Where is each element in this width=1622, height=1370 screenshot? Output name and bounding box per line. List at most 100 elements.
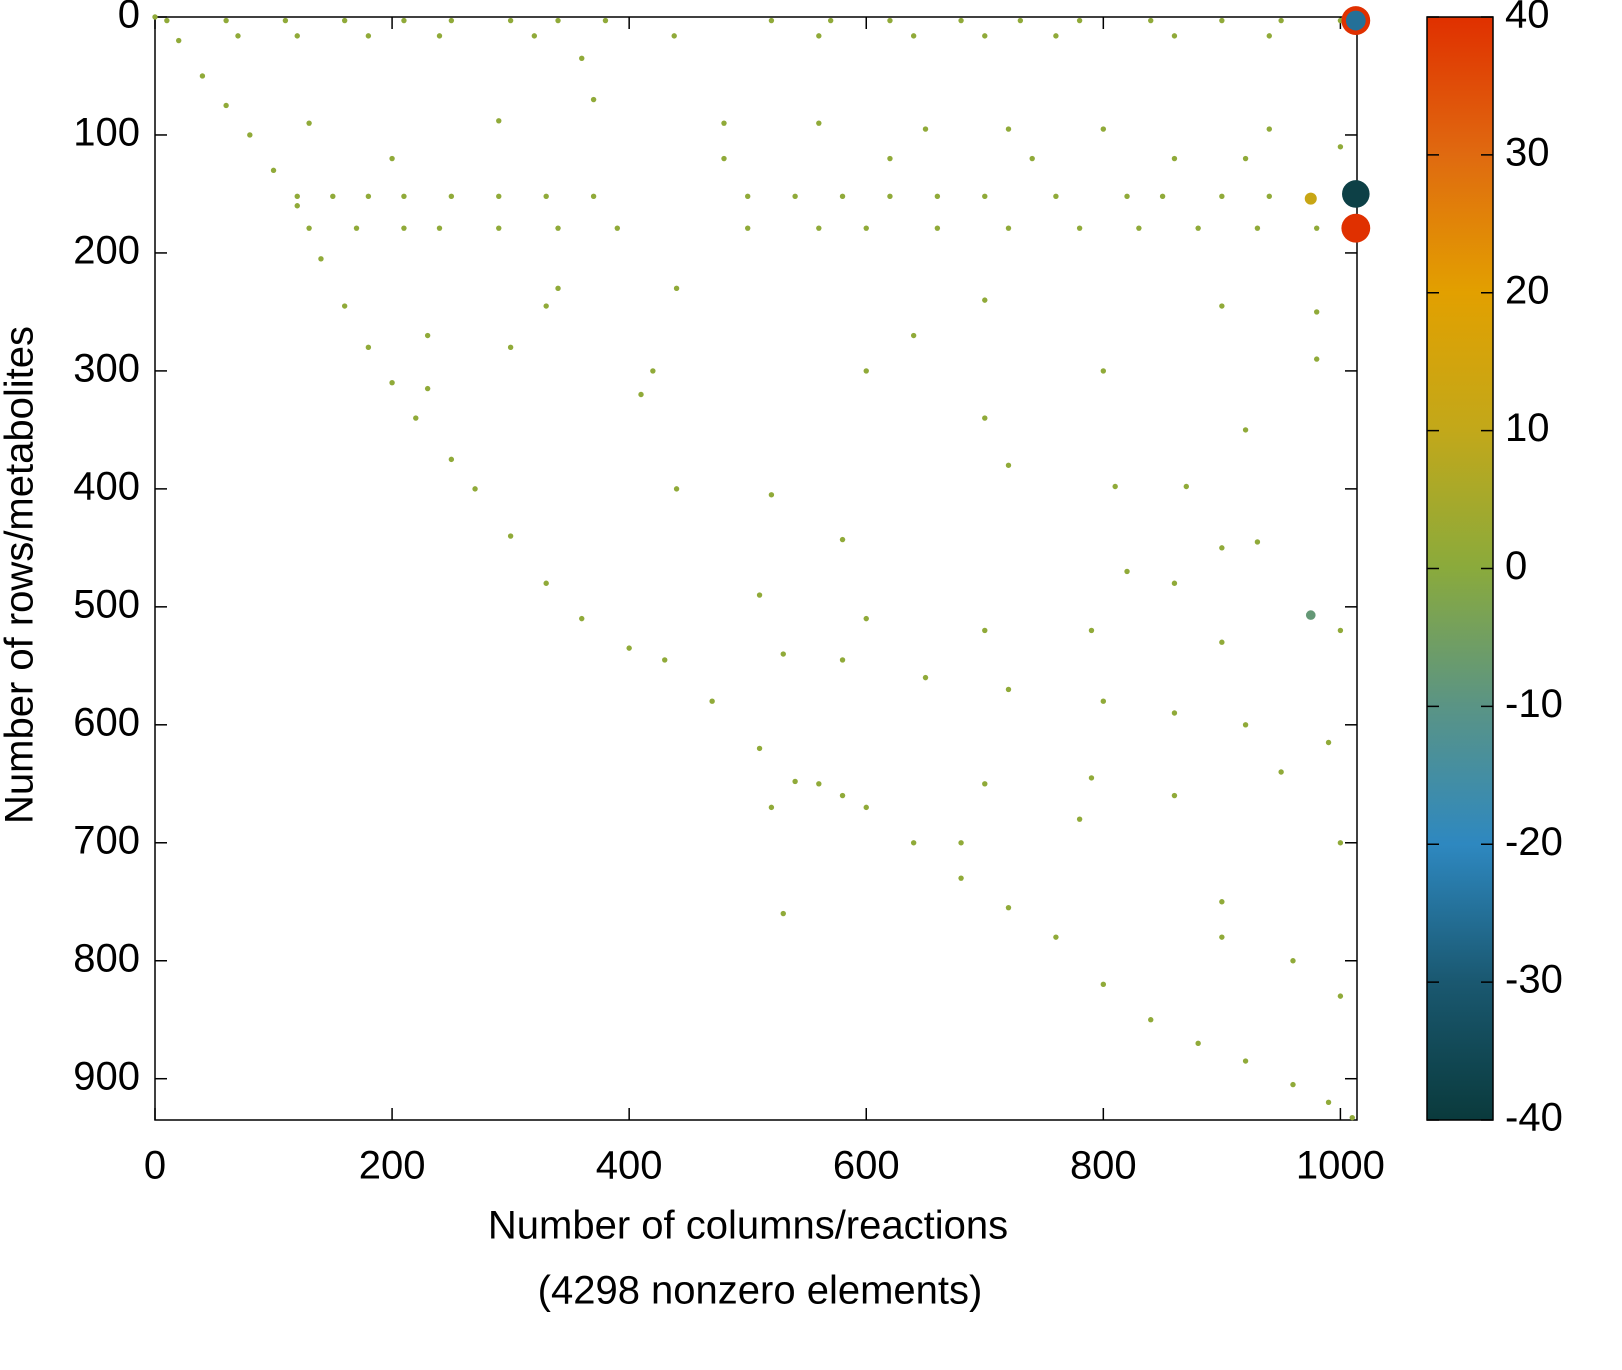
point — [1219, 303, 1225, 309]
point — [1254, 225, 1261, 231]
point — [1290, 958, 1296, 964]
point — [306, 120, 312, 126]
point — [1219, 639, 1225, 645]
point — [982, 297, 988, 303]
point — [401, 193, 407, 200]
point — [1242, 722, 1249, 728]
point — [662, 657, 668, 663]
point — [176, 37, 182, 44]
point — [555, 225, 561, 231]
point — [531, 33, 538, 39]
plot-area — [154, 16, 1358, 1121]
point — [330, 193, 336, 200]
point — [827, 17, 834, 24]
point — [223, 102, 229, 109]
y-tick-label: 900 — [73, 1054, 140, 1098]
point — [1313, 225, 1320, 231]
point — [1325, 739, 1332, 746]
point — [816, 120, 822, 126]
point — [413, 415, 419, 421]
point — [958, 17, 964, 24]
point — [1124, 568, 1130, 575]
point — [1171, 710, 1178, 716]
point — [1305, 610, 1316, 620]
point — [922, 674, 929, 681]
point — [448, 193, 455, 200]
point — [389, 380, 395, 386]
point — [1124, 193, 1130, 200]
colorbar-tick-label: 40 — [1505, 0, 1550, 37]
point — [543, 193, 549, 200]
y-axis-label: Number of rows/metabolites — [0, 326, 42, 824]
colorbar-tick-label: -20 — [1505, 820, 1563, 864]
point — [792, 778, 798, 785]
point — [472, 486, 478, 492]
point — [496, 193, 502, 200]
point — [839, 536, 846, 543]
point — [1304, 192, 1317, 205]
point — [1266, 193, 1272, 200]
point — [958, 840, 964, 846]
point — [1266, 33, 1272, 39]
point — [816, 781, 822, 787]
point — [721, 120, 727, 126]
y-tick-label: 700 — [73, 818, 140, 862]
point — [1219, 17, 1225, 24]
point — [934, 225, 941, 231]
point — [1219, 193, 1225, 200]
y-tick-label: 800 — [73, 936, 140, 980]
point — [543, 580, 549, 586]
point — [638, 391, 644, 398]
point — [1112, 483, 1118, 490]
y-tick-label: 600 — [73, 700, 140, 744]
point — [614, 225, 621, 231]
point — [1136, 225, 1142, 231]
point — [424, 385, 431, 392]
point — [922, 126, 929, 132]
point — [1171, 33, 1178, 39]
point — [839, 657, 846, 663]
points — [152, 6, 1371, 1121]
point — [341, 303, 348, 309]
point — [270, 167, 277, 174]
point — [424, 332, 431, 339]
point — [1005, 462, 1012, 468]
point — [1313, 309, 1320, 315]
point — [365, 344, 372, 351]
y-tick-label: 500 — [73, 582, 140, 626]
point — [507, 344, 514, 351]
point — [401, 17, 407, 24]
point — [1349, 1114, 1355, 1121]
point — [1242, 427, 1249, 433]
point — [1005, 225, 1012, 231]
point — [318, 256, 324, 262]
point — [756, 745, 763, 752]
x-tick-label: 200 — [359, 1144, 426, 1188]
point — [745, 193, 751, 200]
point — [934, 193, 941, 200]
point — [671, 33, 677, 39]
point — [1195, 1040, 1201, 1047]
point — [199, 73, 206, 79]
point — [1017, 17, 1024, 24]
point — [1345, 10, 1366, 31]
point — [1100, 698, 1107, 704]
x-tick-label: 800 — [1070, 1144, 1137, 1188]
x-tick-label: 1000 — [1296, 1144, 1385, 1188]
point — [1076, 17, 1083, 24]
point — [910, 840, 917, 846]
point — [768, 492, 775, 498]
x-tick-label: 600 — [833, 1144, 900, 1188]
y-tick-label: 200 — [73, 228, 140, 272]
point — [1005, 686, 1012, 693]
point — [365, 193, 372, 200]
point — [543, 303, 549, 309]
colorbar-tick-label: 20 — [1505, 268, 1550, 312]
point — [887, 193, 893, 200]
point — [448, 17, 455, 24]
y-tick-label: 100 — [73, 111, 140, 155]
point — [673, 285, 680, 292]
colorbar-tick-label: -10 — [1505, 682, 1563, 726]
point — [1219, 934, 1225, 940]
